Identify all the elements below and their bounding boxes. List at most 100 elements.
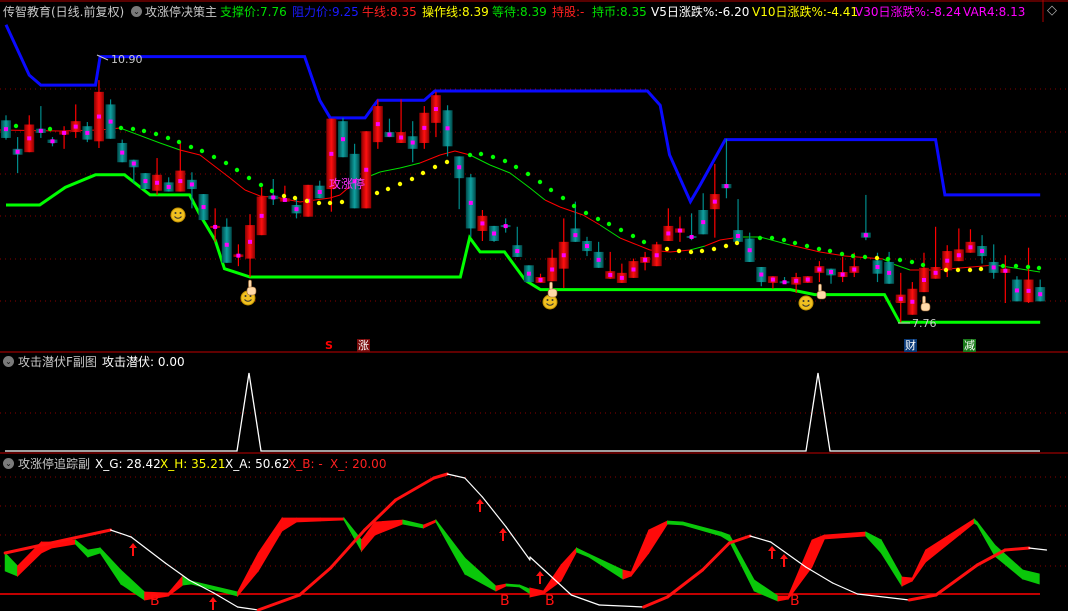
candle	[779, 277, 790, 285]
trend-ribbon-segment	[296, 517, 321, 523]
smiley-mouth	[802, 304, 810, 307]
candle	[47, 137, 58, 147]
trend-dot-yellow	[955, 267, 961, 273]
trend-ribbon-segment	[777, 595, 789, 602]
candle-marker	[399, 135, 404, 140]
readout-value: 8.35	[620, 5, 647, 19]
tracking-line-segment	[832, 582, 859, 595]
trend-dot-green	[490, 154, 496, 160]
candle-marker	[863, 233, 868, 238]
trend-ribbon-segment	[560, 546, 577, 582]
trend-dot-green	[862, 254, 868, 260]
candle-marker	[1014, 288, 1019, 293]
candle-marker	[224, 242, 229, 247]
candle	[523, 265, 534, 283]
candle	[558, 218, 569, 288]
candle	[1, 115, 11, 140]
trend-ribbon-segment	[505, 583, 520, 588]
trend-dot-yellow	[420, 170, 426, 176]
attack-line	[5, 372, 1040, 452]
candle	[175, 142, 186, 192]
candle-marker	[120, 150, 125, 155]
trend-dot-yellow	[723, 243, 729, 249]
candle	[361, 131, 372, 209]
trend-ribbon-segment	[787, 539, 813, 601]
readout-label: 持币:	[592, 5, 621, 19]
candle	[802, 276, 813, 283]
trend-dot-yellow	[409, 176, 415, 182]
candle	[477, 210, 488, 242]
readout-label: V5日涨跌%:	[651, 5, 719, 19]
candle-marker	[689, 234, 694, 239]
candle-marker	[585, 244, 589, 249]
candle-marker	[143, 179, 148, 184]
tracking-line-segment	[907, 593, 938, 602]
candle	[988, 244, 999, 279]
trend-dot-green	[816, 246, 822, 252]
candle-marker	[538, 277, 543, 282]
trend-dot-green	[234, 167, 240, 173]
zhang-marker: 涨	[357, 339, 370, 352]
ma-line-segment	[179, 149, 201, 156]
candle-marker	[178, 179, 183, 184]
ma-line-segment	[704, 239, 721, 247]
candle-marker	[619, 275, 624, 280]
candle	[489, 225, 500, 242]
candle-marker	[201, 205, 206, 210]
candle	[942, 245, 953, 278]
candle-marker	[829, 270, 834, 275]
header-readout: VAR4:8.13	[963, 5, 1025, 19]
candle	[279, 185, 290, 202]
candle-marker	[433, 107, 438, 112]
candle-marker	[189, 182, 194, 187]
smiley-face	[170, 207, 186, 223]
header-readout: 支撑价:7.76	[220, 5, 287, 19]
readout-value: 7.76	[260, 5, 287, 19]
arrow-head	[499, 528, 507, 533]
readout-label: 持股:	[552, 5, 581, 19]
candle	[152, 158, 163, 195]
candle	[128, 159, 139, 184]
candle-marker	[1026, 288, 1031, 293]
buy-signal-b: B	[790, 593, 800, 609]
trend-dot-yellow	[978, 266, 984, 272]
smiley-eye	[179, 212, 182, 214]
candle	[140, 173, 151, 190]
candle	[744, 232, 755, 262]
readout-label: 牛线:	[362, 5, 391, 19]
up-arrow-icon	[476, 499, 484, 512]
stock-title: 传智教育(日线.前复权)	[3, 5, 125, 19]
candle	[663, 208, 674, 242]
tracking-line-segment	[770, 541, 807, 568]
candle	[291, 198, 302, 219]
trend-dot-yellow	[664, 246, 670, 252]
candle	[837, 256, 848, 283]
candle-marker	[259, 213, 264, 218]
candle-marker	[817, 267, 822, 272]
tracking-line-segment	[446, 473, 466, 479]
ma-line-segment	[599, 224, 621, 239]
trend-ribbon-segment	[237, 552, 259, 598]
diamond-icon[interactable]: ◇	[1047, 3, 1057, 18]
trend-dot-green	[920, 262, 926, 268]
candle-marker	[573, 233, 578, 238]
trend-ribbon-segment	[753, 579, 779, 602]
subpanel2-menu-icon[interactable]: ⌄	[3, 458, 14, 469]
trend-dot-yellow	[676, 248, 682, 254]
candle-marker	[852, 267, 857, 272]
tracking-line-segment	[749, 535, 772, 543]
readout-value: 8.35	[390, 5, 417, 19]
candle	[918, 252, 929, 293]
trend-dot-green	[223, 160, 229, 166]
candle	[860, 194, 871, 241]
candle-marker	[131, 161, 136, 166]
ma-line-segment	[244, 189, 261, 197]
readout-value: -4.41	[826, 5, 858, 19]
arrow-head	[129, 543, 137, 548]
candle	[337, 117, 348, 158]
candle-marker	[352, 179, 357, 184]
indicator-menu-icon[interactable]: ⌄	[131, 6, 142, 17]
subpanel1-menu-icon[interactable]: ⌄	[3, 356, 14, 367]
candle	[698, 193, 709, 235]
